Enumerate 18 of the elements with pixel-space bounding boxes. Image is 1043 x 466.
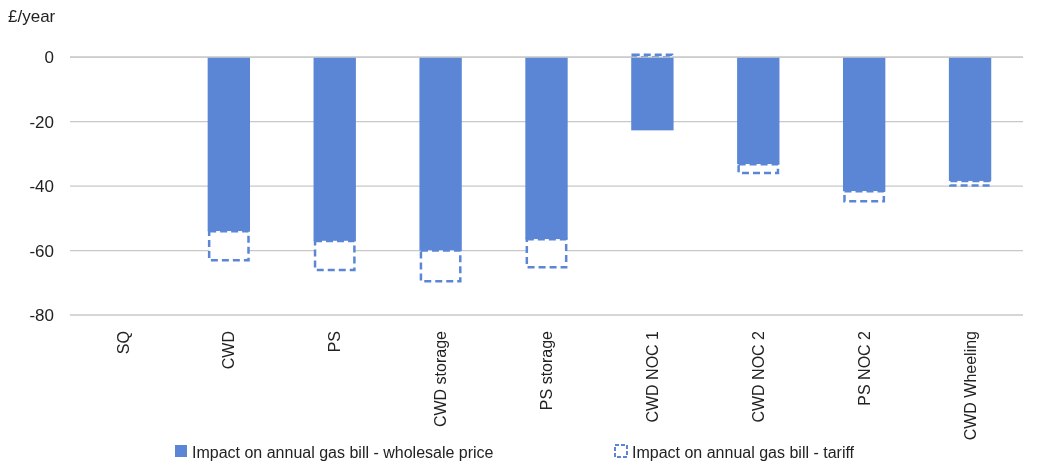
x-tick-label: CWD NOC 1: [643, 330, 661, 423]
bar: [631, 57, 674, 131]
y-tick-label: -60: [29, 241, 54, 261]
y-axis-title: £/year: [8, 7, 56, 26]
x-tick-label: PS: [326, 331, 344, 353]
x-tick-label: CWD storage: [432, 330, 450, 428]
y-tick-label: -80: [29, 305, 54, 325]
legend-label: Impact on annual gas bill - wholesale price: [192, 444, 494, 461]
x-tick-label: PS NOC 2: [855, 330, 873, 406]
x-tick-label: CWD Wheeling: [961, 331, 979, 441]
y-tick-label: -20: [29, 112, 54, 132]
x-tick-label: PS storage: [538, 330, 556, 411]
x-tick-label: SQ: [114, 331, 132, 355]
x-tick-label: CWD NOC 2: [749, 330, 767, 423]
y-tick-label: 0: [44, 48, 54, 68]
x-tick-label: CWD: [220, 331, 238, 370]
legend-label: Impact on annual gas bill - tariff: [632, 444, 855, 461]
y-tick-label: -40: [29, 177, 54, 197]
